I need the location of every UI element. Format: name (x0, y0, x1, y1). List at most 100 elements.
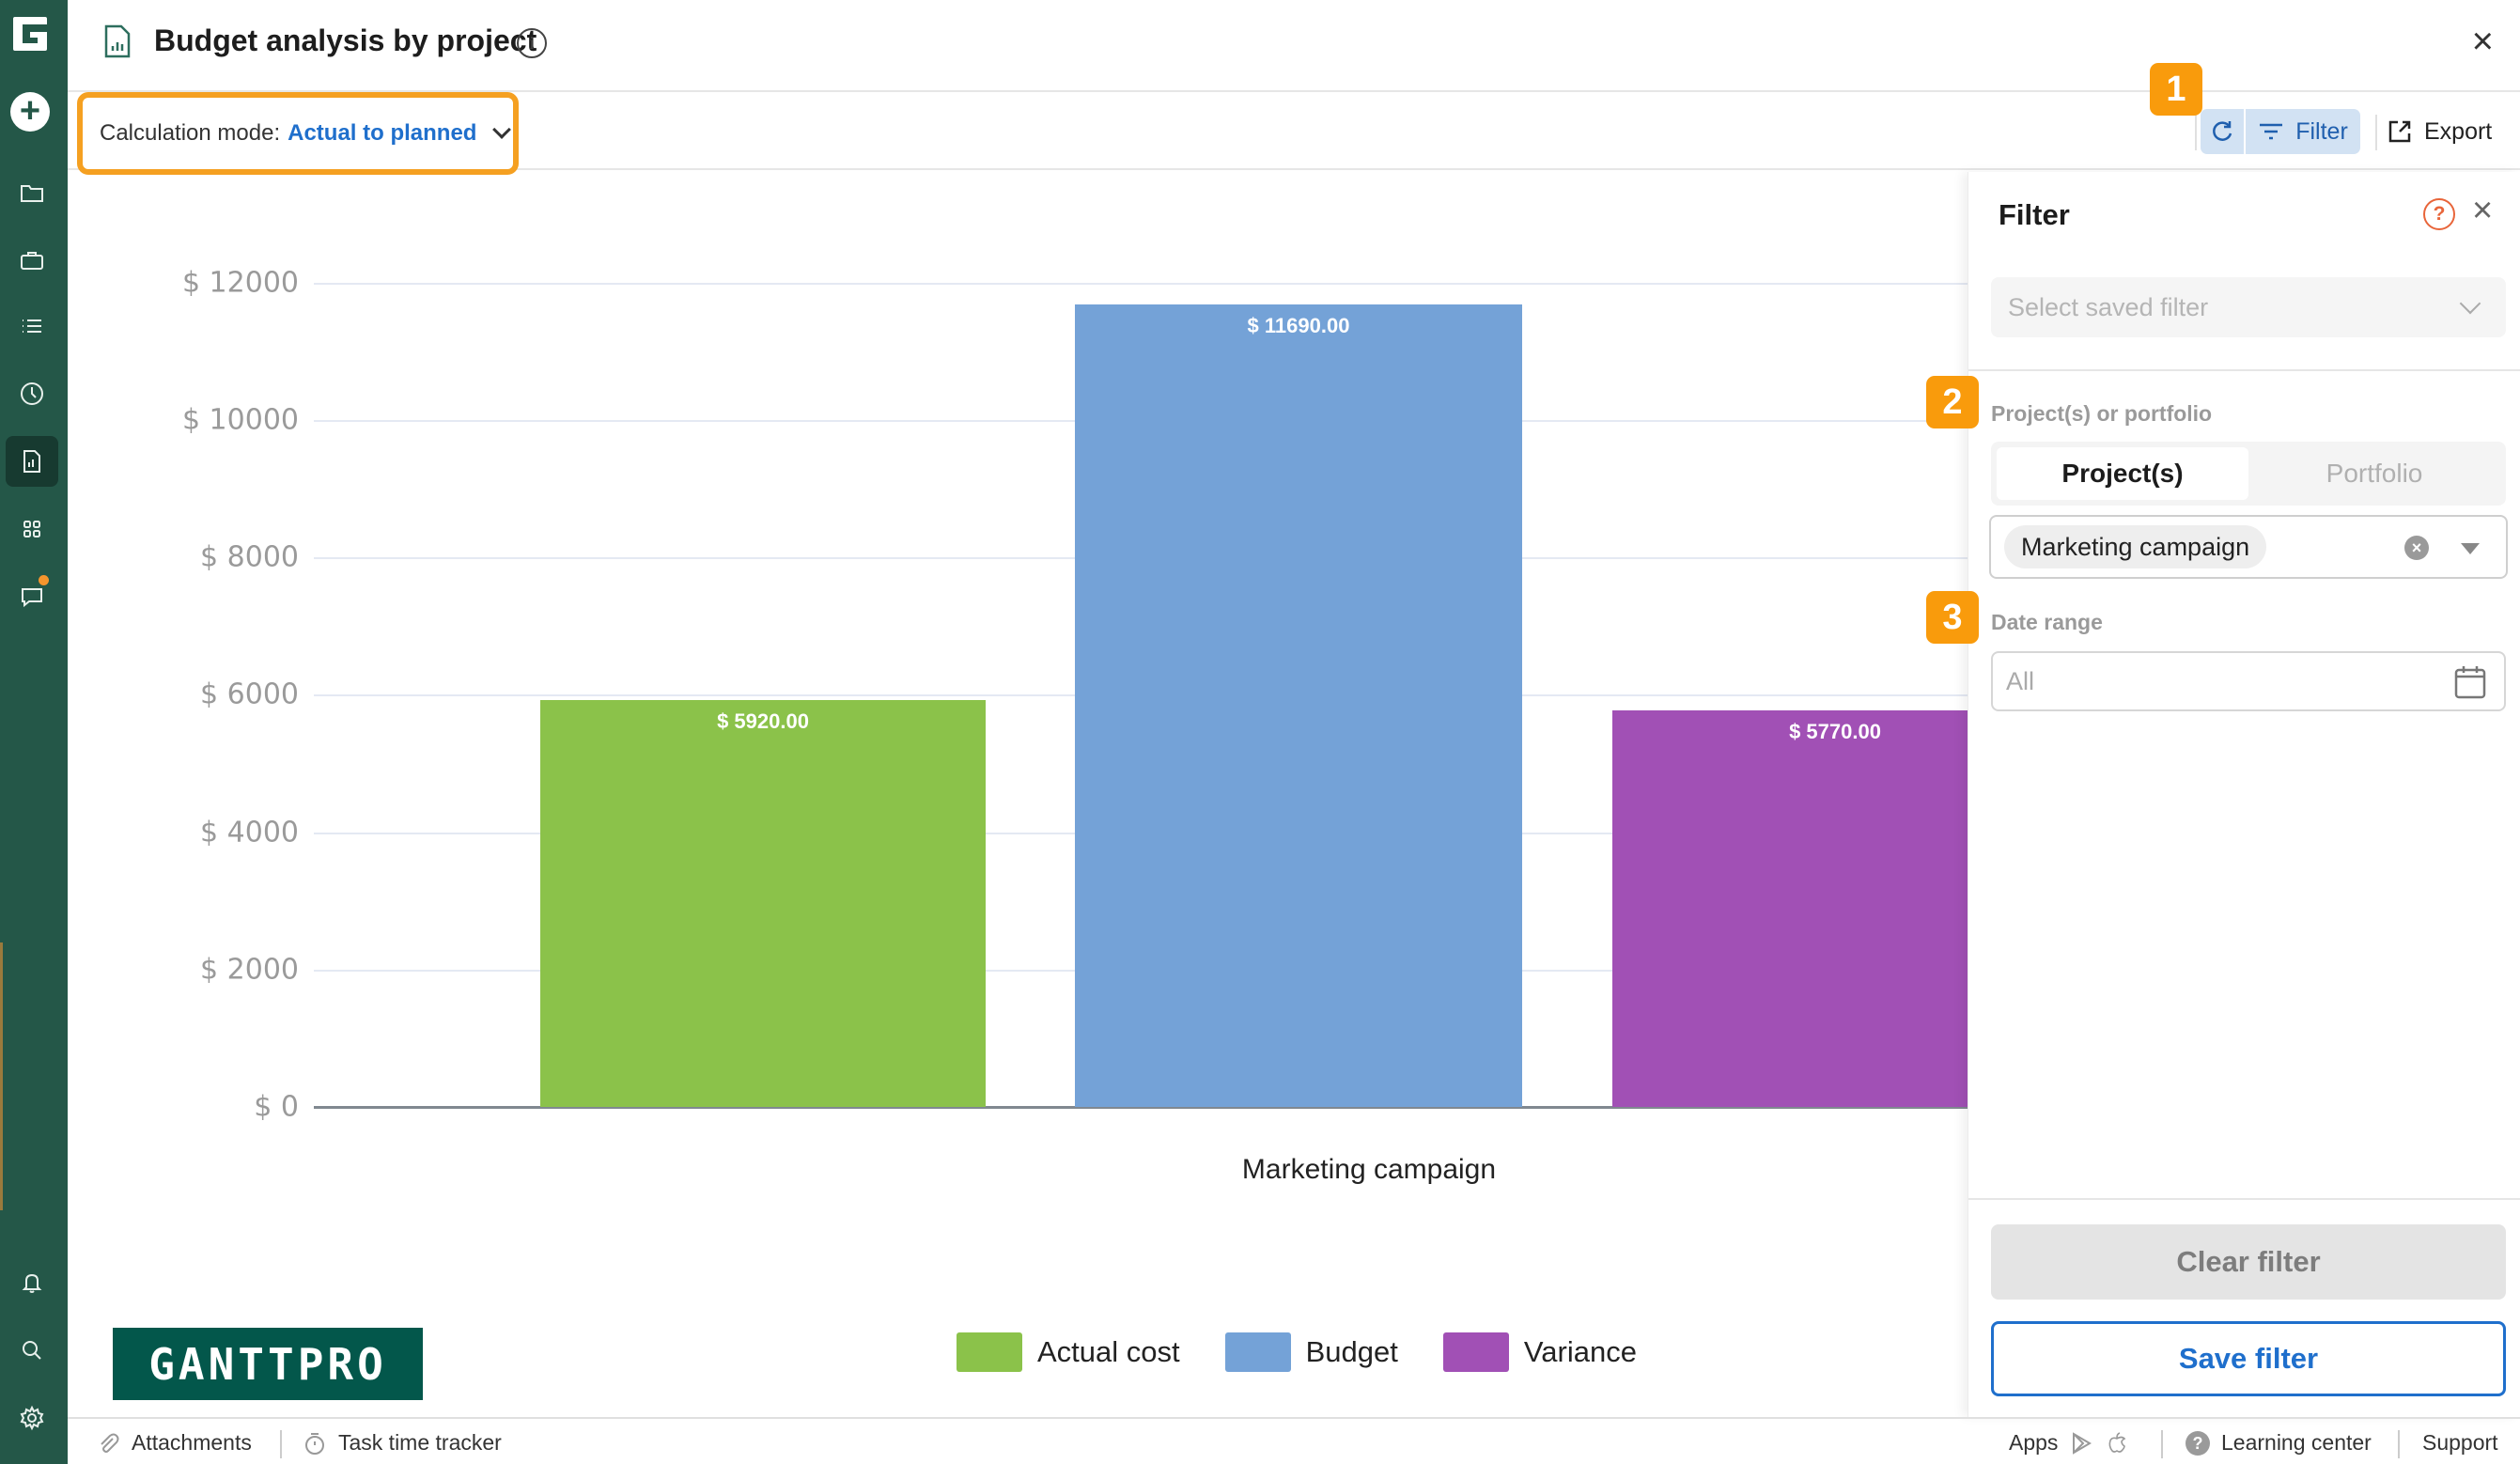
saved-filter-placeholder: Select saved filter (2008, 292, 2209, 321)
export-button[interactable]: Export (2387, 109, 2492, 154)
budget-chart: $ 12000 $ 10000 $ 8000 $ 6000 $ 4000 $ 2… (68, 172, 2058, 1417)
y-tick-label: $ 8000 (200, 540, 299, 574)
info-icon[interactable]: i (517, 28, 547, 58)
saved-filter-select[interactable]: Select saved filter (1991, 277, 2506, 337)
legend-swatch (957, 1332, 1022, 1372)
step-badge-3: 3 (1926, 591, 1979, 644)
sidebar-item-time[interactable] (6, 368, 58, 419)
grid-icon (23, 521, 40, 537)
filter-panel: Filter ? × Select saved filter Project(s… (1968, 172, 2520, 1417)
learning-center-link[interactable]: ? Learning center (2186, 1430, 2372, 1456)
tab-projects[interactable]: Project(s) (1997, 447, 2248, 500)
refresh-button[interactable] (2201, 109, 2246, 154)
add-button[interactable]: + (10, 92, 50, 132)
bar-budget[interactable]: $ 11690.00 (1075, 304, 1522, 1107)
step-badge-1: 1 (2150, 63, 2202, 116)
chat-icon (22, 588, 42, 608)
google-play-icon[interactable] (2069, 1431, 2093, 1456)
bar-value-label: $ 11690.00 (1247, 314, 1350, 337)
footer-divider (2398, 1430, 2400, 1458)
external-link-icon (2388, 120, 2411, 143)
report-icon (23, 450, 40, 473)
y-tick-label: $ 4000 (200, 816, 299, 849)
calendar-icon[interactable] (2453, 664, 2487, 700)
sidebar-item-apps[interactable] (6, 504, 58, 554)
y-tick-label: $ 12000 (181, 266, 299, 300)
sidebar-edge-accent (0, 942, 3, 1210)
page-title: Budget analysis by project (154, 23, 537, 57)
report-icon (104, 24, 131, 58)
toolbar-divider (2375, 115, 2377, 150)
help-circle-icon: ? (2186, 1430, 2210, 1456)
y-tick-label: $ 10000 (181, 403, 299, 437)
sidebar-item-portfolios[interactable] (6, 235, 58, 286)
date-range-input[interactable]: All (1991, 651, 2506, 711)
divider (1968, 1198, 2520, 1200)
folder-icon (21, 185, 43, 202)
task-time-tracker-label: Task time tracker (338, 1430, 502, 1455)
clear-filter-button[interactable]: Clear filter (1991, 1224, 2506, 1300)
attachments-label: Attachments (132, 1430, 252, 1455)
sidebar-item-reports[interactable] (6, 436, 58, 487)
legend-item-budget[interactable]: Budget (1224, 1332, 1398, 1372)
tab-portfolio[interactable]: Portfolio (2326, 459, 2423, 488)
selected-project-chip[interactable]: Marketing campaign (2004, 525, 2267, 568)
bar-actual-cost[interactable]: $ 5920.00 (540, 700, 986, 1107)
clock-icon (21, 382, 43, 405)
filter-button[interactable]: Filter (2246, 109, 2360, 154)
y-tick-label: $ 2000 (200, 953, 299, 987)
date-range-label: Date range (1991, 610, 2103, 634)
ganttpro-logo-icon[interactable] (9, 13, 51, 55)
legend-item-variance[interactable]: Variance (1442, 1332, 1637, 1372)
apps-link[interactable]: Apps (2009, 1430, 2129, 1456)
chart-legend: Actual cost Budget Variance (957, 1332, 1637, 1372)
sidebar-item-tasks[interactable] (6, 301, 58, 351)
sidebar-item-projects[interactable] (6, 167, 58, 218)
footer-divider (2161, 1430, 2163, 1458)
sidebar-item-settings[interactable] (6, 1393, 58, 1443)
divider (1968, 369, 2520, 371)
chevron-down-icon (492, 120, 512, 139)
gridline (314, 283, 1968, 285)
sidebar-item-chat[interactable] (6, 571, 58, 622)
calculation-mode-value: Actual to planned (288, 120, 477, 146)
filter-button-label: Filter (2295, 117, 2348, 145)
sidebar-item-search[interactable] (6, 1325, 58, 1376)
bar-value-label: $ 5920.00 (717, 709, 809, 733)
y-tick-label: $ 6000 (200, 677, 299, 711)
toolbar: Calculation mode: Actual to planned Filt… (68, 92, 2520, 175)
page-header: Budget analysis by project i × (68, 0, 2520, 92)
gear-icon (20, 1405, 44, 1431)
help-icon[interactable]: ? (2423, 198, 2455, 230)
save-filter-button[interactable]: Save filter (1991, 1321, 2506, 1396)
project-select[interactable]: Marketing campaign × (1989, 515, 2508, 579)
task-time-tracker-link[interactable]: Task time tracker (303, 1430, 502, 1456)
legend-item-actual-cost[interactable]: Actual cost (957, 1332, 1180, 1372)
close-icon[interactable]: × (2472, 191, 2494, 230)
notification-dot (39, 575, 49, 585)
attachments-link[interactable]: Attachments (96, 1430, 252, 1456)
date-range-value: All (2006, 666, 2035, 695)
calculation-mode-dropdown[interactable]: Calculation mode: Actual to planned (77, 92, 519, 175)
legend-label: Budget (1305, 1335, 1398, 1368)
support-label: Support (2422, 1430, 2498, 1455)
caret-down-icon[interactable] (2461, 543, 2480, 554)
briefcase-icon (21, 252, 43, 270)
sidebar: + (0, 0, 68, 1464)
learning-center-label: Learning center (2221, 1430, 2372, 1455)
filter-icon (2260, 123, 2283, 140)
y-tick-label: $ 0 (254, 1090, 299, 1124)
sidebar-item-notifications[interactable] (6, 1257, 58, 1308)
support-link[interactable]: Support (2422, 1430, 2498, 1456)
apps-label: Apps (2009, 1430, 2059, 1455)
refresh-icon (2213, 121, 2232, 141)
calculation-mode-label: Calculation mode: (100, 120, 281, 146)
export-button-label: Export (2424, 117, 2493, 145)
clear-selection-icon[interactable]: × (2404, 536, 2429, 560)
footer-bar: Attachments Task time tracker Apps ? Lea… (68, 1417, 2520, 1464)
project-portfolio-toggle: Project(s) Portfolio (1991, 442, 2506, 506)
list-icon (23, 319, 41, 333)
apple-icon[interactable] (2105, 1431, 2129, 1456)
x-axis (314, 1106, 1968, 1109)
close-icon[interactable]: × (2471, 21, 2494, 62)
